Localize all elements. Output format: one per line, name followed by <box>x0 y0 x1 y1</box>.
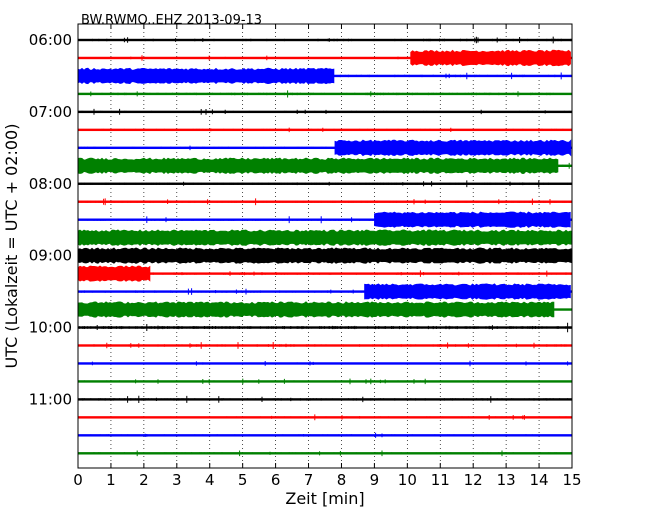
signal-band <box>364 283 571 300</box>
trace-0745 <box>77 157 572 174</box>
signal-band <box>77 301 555 318</box>
trace-noise <box>77 108 572 115</box>
x-tick-label: 15 <box>562 471 581 489</box>
trace-0615 <box>77 49 572 67</box>
trace-0715 <box>77 127 572 133</box>
trace-noise <box>77 378 572 385</box>
x-tick-label: 14 <box>530 471 549 489</box>
y-axis-ticks: 06:00 07:00 08:00 09:00 10:00 11:00 <box>29 31 572 408</box>
trace-baseline <box>78 452 572 455</box>
trace-baseline <box>78 416 572 419</box>
trace-noise <box>77 342 572 349</box>
signal-band <box>77 67 335 85</box>
trace-baseline <box>78 380 572 383</box>
trace-baseline <box>78 290 572 293</box>
trace-baseline <box>78 128 572 132</box>
x-tick-label: 4 <box>205 471 215 489</box>
trace-noise <box>77 36 572 44</box>
trace-baseline <box>78 272 572 275</box>
trace-baseline <box>78 434 572 437</box>
trace-baseline <box>78 398 572 401</box>
trace-baseline <box>78 110 572 114</box>
y-tick-label: 08:00 <box>29 175 72 193</box>
trace-0930 <box>77 283 572 300</box>
trace-baseline <box>78 182 572 185</box>
trace-baseline <box>78 38 572 42</box>
trace-1100 <box>77 395 572 403</box>
trace-0845 <box>77 229 573 246</box>
x-tick-label: 11 <box>431 471 450 489</box>
x-tick-label: 8 <box>337 471 347 489</box>
x-tick-label: 0 <box>73 471 83 489</box>
signal-band <box>77 229 573 246</box>
trace-0630 <box>77 67 572 85</box>
trace-0945 <box>77 301 572 318</box>
trace-1115 <box>77 414 572 421</box>
signal-band <box>77 157 559 174</box>
trace-noise <box>77 90 572 98</box>
plot-frame <box>77 23 573 469</box>
x-tick-label: 3 <box>172 471 182 489</box>
trace-0730 <box>77 139 572 157</box>
trace-baseline <box>78 362 572 365</box>
x-tick-label: 5 <box>238 471 248 489</box>
trace-noise <box>77 270 572 278</box>
trace-noise <box>77 180 572 188</box>
trace-1045 <box>77 378 572 385</box>
trace-noise <box>77 395 572 403</box>
grid-lines <box>110 24 540 468</box>
trace-noise <box>77 322 572 333</box>
chart-title: BW.RWMO..EHZ 2013-09-13 <box>81 13 262 28</box>
y-tick-label: 07:00 <box>29 103 72 121</box>
x-tick-label: 6 <box>271 471 281 489</box>
seismic-traces <box>77 36 573 457</box>
trace-0900 <box>77 247 573 264</box>
y-tick-label: 09:00 <box>29 247 72 265</box>
x-tick-label: 9 <box>370 471 380 489</box>
x-axis-label: Zeit [min] <box>285 489 364 508</box>
trace-baseline <box>78 326 572 329</box>
trace-1130 <box>77 432 572 438</box>
signal-band <box>374 211 571 228</box>
trace-1030 <box>77 360 572 367</box>
signal-band <box>77 265 151 282</box>
trace-noise <box>77 127 572 133</box>
trace-baseline <box>78 92 572 96</box>
trace-baseline <box>78 56 572 60</box>
trace-baseline <box>78 200 572 203</box>
trace-noise <box>77 198 572 206</box>
y-tick-label: 11:00 <box>29 390 72 408</box>
trace-noise <box>77 450 572 457</box>
trace-baseline <box>78 344 572 347</box>
y-tick-label: 06:00 <box>29 31 72 49</box>
trace-0815 <box>77 198 572 206</box>
trace-0830 <box>77 211 572 228</box>
x-tick-label: 12 <box>464 471 483 489</box>
x-tick-label: 2 <box>139 471 149 489</box>
trace-0700 <box>77 108 572 115</box>
trace-noise <box>77 414 572 421</box>
signal-band <box>77 247 573 264</box>
signal-band <box>410 49 571 67</box>
x-tick-label: 1 <box>106 471 116 489</box>
trace-baseline <box>78 218 572 221</box>
x-tick-label: 10 <box>398 471 417 489</box>
trace-1145 <box>77 450 572 457</box>
x-tick-label: 13 <box>497 471 516 489</box>
trace-0645 <box>77 90 572 98</box>
trace-0600 <box>77 36 572 44</box>
trace-1015 <box>77 342 572 349</box>
x-axis-ticks: 0 1 2 3 4 5 6 7 8 9 10 11 12 13 14 15 <box>73 24 582 489</box>
x-tick-label: 7 <box>304 471 314 489</box>
trace-baseline <box>78 146 572 150</box>
trace-noise <box>77 432 572 438</box>
signal-band <box>334 139 572 157</box>
y-tick-label: 10:00 <box>29 319 72 337</box>
y-axis-label: UTC (Lokalzeit = UTC + 02:00) <box>2 124 21 369</box>
trace-1000 <box>77 322 572 333</box>
trace-0915 <box>77 265 572 282</box>
trace-0800 <box>77 180 572 188</box>
trace-noise <box>77 360 572 367</box>
